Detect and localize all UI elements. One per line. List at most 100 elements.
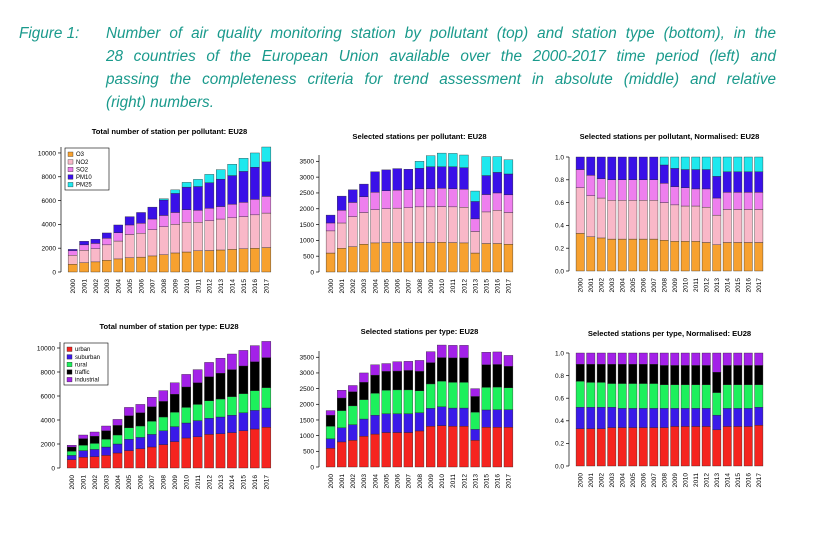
- bar-segment-SO2: [227, 203, 237, 219]
- bar-segment-SO2: [392, 189, 402, 209]
- bar-segment-PM10: [90, 239, 101, 244]
- x-tick-label: 2008: [417, 279, 424, 294]
- bar-segment-industrial: [659, 352, 669, 366]
- bar-segment-PM10: [136, 212, 146, 224]
- bar-segment-traffic: [192, 382, 203, 405]
- bar-segment-traffic: [348, 391, 358, 407]
- chart-title: Selected stations per type, Normalised: …: [588, 329, 751, 338]
- bar-segment-suburban: [448, 407, 458, 427]
- bar-segment-suburban: [261, 407, 272, 428]
- bar-segment-industrial: [381, 363, 391, 372]
- bar-segment-traffic: [617, 364, 627, 384]
- bar-segment-O3: [722, 242, 732, 272]
- bar-segment-O3: [216, 249, 226, 273]
- bar-segment-traffic: [370, 374, 380, 394]
- bar-segment-rural: [754, 384, 764, 408]
- bar-segment-O3: [403, 242, 414, 273]
- bar-segment-NO2: [680, 205, 690, 242]
- bar-segment-industrial: [607, 352, 617, 365]
- bar-segment-O3: [649, 238, 659, 272]
- x-tick-label: 2010: [683, 473, 690, 488]
- x-tick-label: 2000: [328, 474, 335, 489]
- x-tick-label: 2009: [172, 475, 179, 490]
- bar-segment-PM10: [337, 195, 347, 211]
- x-tick-label: 2009: [672, 473, 679, 488]
- x-tick-label: 2005: [126, 475, 133, 490]
- x-tick-label: 2016: [252, 475, 259, 490]
- bar-segment-suburban: [204, 418, 214, 435]
- legend-swatch-SO2: [67, 167, 74, 172]
- bar-segment-industrial: [227, 353, 237, 370]
- bar-segment-PM10: [204, 182, 215, 209]
- x-tick-label: 2012: [461, 279, 468, 294]
- bar-segment-O3: [348, 246, 358, 273]
- bar-segment-suburban: [215, 416, 226, 434]
- bar-segment-traffic: [459, 357, 469, 383]
- bar-segment-industrial: [733, 352, 743, 366]
- bar-segment-traffic: [733, 365, 743, 385]
- bar-segment-PM10: [261, 161, 272, 197]
- bar-segment-traffic: [691, 365, 701, 385]
- bar-segment-PM10: [79, 241, 89, 246]
- bar-segment-urban: [158, 444, 169, 469]
- bar-segment-PM10: [425, 166, 436, 190]
- y-tick-label: 0: [310, 464, 314, 471]
- bar-segment-suburban: [596, 407, 606, 429]
- x-tick-label: 2017: [264, 475, 271, 490]
- bar-segment-PM25: [481, 156, 491, 176]
- bar-segment-O3: [448, 242, 458, 273]
- x-tick-label: 2002: [92, 475, 99, 490]
- x-tick-label: 2005: [630, 473, 637, 488]
- bar-segment-suburban: [459, 407, 469, 427]
- bar-segment-SO2: [90, 243, 101, 249]
- bar-segment-traffic: [470, 396, 480, 413]
- legend-label: NO2: [76, 160, 89, 166]
- bar-segment-suburban: [348, 424, 358, 441]
- bar-segment-rural: [392, 389, 402, 414]
- bar-segment-industrial: [169, 382, 180, 395]
- x-tick-label: 2016: [495, 279, 502, 294]
- x-tick-label: 2002: [93, 279, 100, 294]
- bar-segment-NO2: [448, 206, 458, 243]
- bar-segment-rural: [359, 399, 369, 420]
- bar-segment-PM25: [754, 156, 764, 172]
- bar-segment-traffic: [169, 394, 180, 413]
- bar-segment-industrial: [414, 360, 425, 372]
- x-tick-label: 2005: [127, 279, 134, 294]
- bar-segment-urban: [617, 427, 627, 467]
- bar-segment-suburban: [238, 412, 249, 431]
- bar-segment-NO2: [617, 200, 627, 240]
- x-tick-label: 2003: [103, 475, 110, 490]
- bar-segment-traffic: [722, 365, 732, 385]
- bar-segment-suburban: [680, 408, 690, 427]
- chart-3: Selected stations per pollutant, Normali…: [555, 132, 764, 292]
- bar-segment-O3: [238, 248, 249, 273]
- bar-segment-NO2: [586, 195, 596, 237]
- bar-segment-suburban: [337, 427, 347, 443]
- bar-segment-NO2: [124, 234, 135, 258]
- bar-segment-traffic: [754, 365, 764, 385]
- bar-segment-O3: [670, 241, 680, 272]
- chart-5: Selected stations per type: EU28 0 500 1000…: [300, 327, 514, 489]
- bar-segment-O3: [325, 252, 336, 273]
- bar-segment-PM25: [680, 156, 690, 170]
- bar-segment-SO2: [617, 179, 627, 201]
- bar-segment-traffic: [586, 364, 596, 383]
- bar-segment-NO2: [216, 218, 226, 251]
- x-tick-label: 2004: [372, 474, 379, 489]
- bar-segment-NO2: [403, 207, 414, 243]
- bar-segment-SO2: [381, 190, 391, 209]
- x-tick-label: 2000: [70, 279, 77, 294]
- bar-segment-rural: [722, 384, 732, 409]
- x-tick-label: 2002: [350, 279, 357, 294]
- bar-segment-industrial: [181, 374, 191, 388]
- bar-segment-suburban: [691, 408, 701, 427]
- bar-segment-PM10: [124, 216, 135, 226]
- bar-segment-suburban: [733, 408, 743, 427]
- bar-segment-PM10: [503, 173, 514, 196]
- bar-segment-urban: [392, 432, 402, 468]
- bar-segment-SO2: [337, 210, 347, 224]
- bar-segment-urban: [649, 427, 659, 467]
- bar-segment-NO2: [459, 207, 469, 244]
- bar-segment-NO2: [102, 244, 112, 261]
